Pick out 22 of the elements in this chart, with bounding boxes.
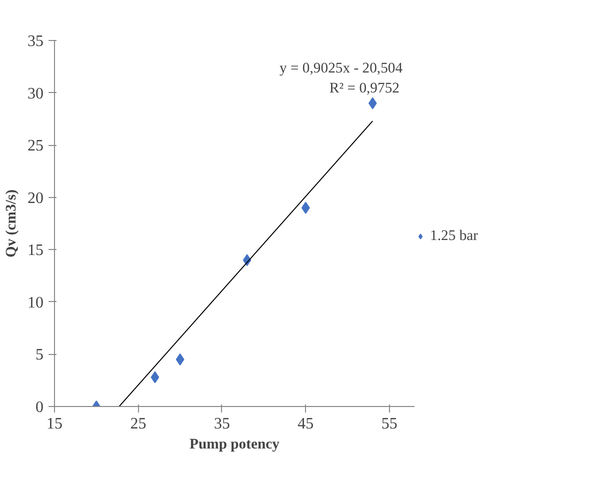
point [368, 97, 377, 110]
x-tick-label: 15 [46, 416, 62, 432]
y-tick-label: 20 [28, 190, 44, 207]
point [301, 202, 310, 214]
x-tick-label: 25 [130, 416, 146, 432]
legend-label: 1.25 bar [430, 228, 478, 244]
y-tick-label: 25 [28, 138, 44, 155]
point [150, 371, 160, 384]
y-axis-title: Qv (cm3/s) [4, 189, 20, 258]
x-tick-label: 55 [381, 416, 398, 432]
point [176, 353, 184, 366]
y-tick-label: 5 [36, 346, 44, 364]
x-tick-label: 45 [298, 416, 314, 432]
y-tick-label: 10 [28, 294, 44, 312]
annotation: y = 0,9025x - 20,504 [280, 60, 404, 76]
y-tick-label: 0 [36, 399, 44, 416]
x-tick-label: 35 [214, 416, 230, 432]
annotation: R² = 0,9752 [329, 80, 400, 96]
x-axis-title: Pump potency [190, 436, 280, 452]
y-tick-label: 35 [28, 33, 44, 50]
y-tick-label: 15 [28, 242, 44, 260]
y-tick-label: 30 [28, 85, 44, 102]
